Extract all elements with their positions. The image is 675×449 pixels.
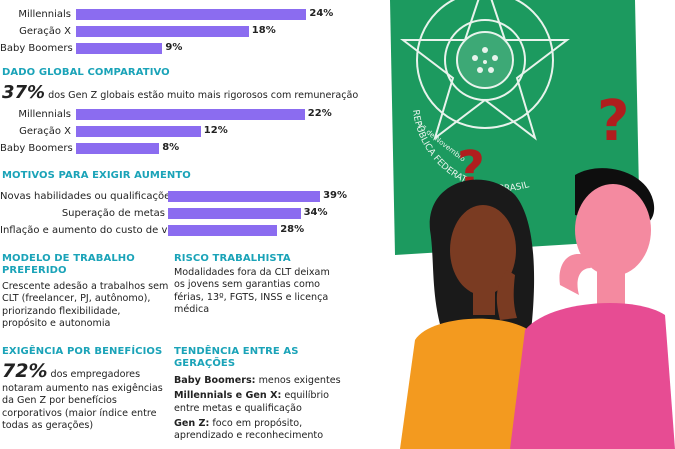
beneficios-title: EXIGÊNCIA POR BENEFÍCIOS — [2, 346, 163, 357]
modelo-title: MODELO DE TRABALHO PREFERIDO — [2, 253, 135, 277]
chart1-value-2: 9% — [165, 42, 183, 53]
tendencia-item-label: Gen Z: — [174, 417, 210, 429]
chart3-bar-0 — [168, 191, 321, 202]
global-stat-value: 37% — [2, 82, 46, 103]
modelo-line: priorizando flexibilidade, — [2, 305, 121, 317]
chart2-label-2: Baby Boomers — [0, 143, 73, 154]
man-figure — [510, 168, 675, 449]
risco-line: médica — [174, 303, 210, 315]
seal-stars-icon — [472, 47, 498, 73]
beneficios-text: notaram aumento nas exigências da Gen Z … — [2, 383, 163, 432]
tendencia-item-label: Millennials e Gen X: — [174, 390, 282, 402]
question-mark-icon: ? — [597, 89, 629, 154]
tendencia-title: TENDÊNCIA ENTRE AS GERAÇÕES — [174, 346, 299, 370]
tendencia-title-1: TENDÊNCIA ENTRE AS — [174, 346, 299, 357]
chart2-bar-1 — [76, 126, 201, 137]
chart1-bar-1 — [76, 26, 249, 37]
beneficios-stat-text: dos empregadores — [47, 369, 141, 380]
global-stat-text: dos Gen Z globais estão muito mais rigor… — [45, 90, 359, 101]
risco-title: RISCO TRABALHISTA — [174, 253, 291, 264]
woman-figure — [400, 179, 550, 449]
chart3-label-1: Superação de metas — [61, 208, 165, 219]
chart1-value-0: 24% — [309, 8, 334, 19]
chart3-value-1: 34% — [303, 207, 328, 218]
chart3-value-0: 39% — [323, 190, 348, 201]
chart2-bar-2 — [76, 143, 160, 154]
beneficios-stat: 72% dos empregadores — [2, 360, 140, 382]
risco-line: os jovens sem garantias como — [174, 279, 321, 291]
modelo-line: propósito e autonomia — [2, 317, 111, 329]
chart2-label-0: Millennials — [18, 109, 71, 120]
chart1-bar-2 — [76, 43, 163, 54]
tendencia-item-genz: Gen Z: foco em propósito, aprendizado e r… — [174, 418, 341, 443]
chart1-label-1: Geração X — [19, 26, 71, 37]
tendencia-item-text2: aprendizado e reconhecimento — [174, 430, 324, 442]
beneficios-line: da Gen Z por benefícios — [2, 395, 117, 407]
chart1-label-0: Millennials — [18, 9, 71, 20]
modelo-text: Crescente adesão a trabalhos sem CLT (fr… — [2, 281, 168, 330]
modelo-title-1: MODELO DE TRABALHO — [2, 253, 135, 264]
tendencia-item-text: equilíbrio — [281, 390, 330, 402]
chart1-label-2: Baby Boomers — [0, 43, 73, 54]
risco-line: Modalidades fora da CLT deixam — [174, 267, 330, 278]
chart2-value-0: 22% — [307, 108, 332, 119]
chart1-value-1: 18% — [251, 25, 276, 36]
chart2-label-1: Geração X — [19, 126, 71, 137]
beneficios-line: notaram aumento nas exigências — [2, 383, 163, 394]
illustration: REPÚBLICA FEDERATIVA DO BRASIL 15 de Nov… — [390, 0, 675, 449]
chart3-label-2: Inflação e aumento do custo de vida — [0, 225, 183, 236]
tendencia-item-text: menos exigentes — [255, 375, 341, 386]
chart2-value-2: 8% — [162, 142, 180, 153]
tendencia-item-text2: entre metas e qualificação — [174, 402, 302, 414]
tendencia-item-label: Baby Boomers: — [174, 375, 256, 386]
tendencia-item-text: foco em propósito, — [209, 417, 303, 429]
chart1-bar-0 — [76, 9, 307, 20]
risco-text: Modalidades fora da CLT deixam os jovens… — [174, 267, 330, 316]
chart3-bar-2 — [168, 225, 278, 236]
global-stat: 37% dos Gen Z globais estão muito mais r… — [2, 82, 358, 103]
global-title: DADO GLOBAL COMPARATIVO — [2, 67, 170, 78]
chart3-label-0: Novas habilidades ou qualificações — [0, 191, 176, 202]
chart3-value-2: 28% — [280, 224, 305, 235]
motivos-title: MOTIVOS PARA EXIGIR AUMENTO — [2, 170, 191, 181]
chart2-bar-0 — [76, 109, 305, 120]
tendencia-item-millennials: Millennials e Gen X: equilíbrio entre met… — [174, 390, 341, 415]
risco-line: férias, 13º, FGTS, INSS e licença — [174, 291, 329, 303]
tendencia-text: Baby Boomers: menos exigentes Millennial… — [174, 375, 341, 442]
beneficios-line: corporativos (maior índice entre — [2, 407, 157, 419]
chart2-value-1: 12% — [203, 125, 228, 136]
tendencia-item-boomers: Baby Boomers: menos exigentes — [174, 375, 341, 387]
tendencia-title-2: GERAÇÕES — [174, 358, 236, 369]
beneficios-stat-value: 72% — [2, 360, 48, 382]
chart3-bar-1 — [168, 208, 301, 219]
modelo-line: Crescente adesão a trabalhos sem — [2, 281, 169, 292]
modelo-line: CLT (freelancer, PJ, autônomo), — [2, 293, 151, 305]
modelo-title-2: PREFERIDO — [2, 265, 67, 276]
beneficios-line: todas as gerações) — [2, 419, 94, 431]
